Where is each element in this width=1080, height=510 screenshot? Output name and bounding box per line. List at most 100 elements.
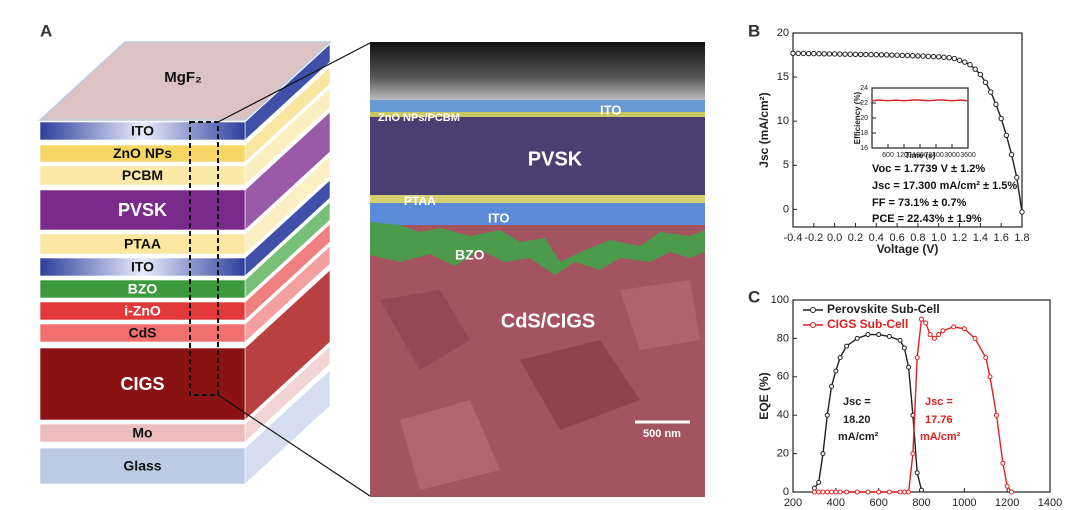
x-tick-label: -0.2	[804, 232, 823, 244]
x-tick-label: 0.6	[889, 232, 904, 244]
data-point	[1014, 174, 1020, 181]
plots: -0.4 -0.2 0.0 0.2 0.4 0.6 0.8 1.0 1.2 1.4 1.6 1.8 0 5…	[757, 27, 1062, 509]
data-point	[941, 54, 947, 60]
data-point	[901, 345, 907, 351]
data-point	[811, 50, 817, 57]
layer-top	[38, 41, 332, 121]
sem-ito-band	[370, 203, 705, 225]
data-point	[847, 51, 853, 57]
sem-grain	[400, 400, 500, 490]
data-point	[931, 335, 937, 341]
x-tick-label: 800	[912, 497, 930, 509]
y-tick-label: 24	[860, 85, 868, 92]
layer-label: PVSK	[118, 200, 167, 220]
data-point	[844, 343, 850, 349]
data-point	[854, 489, 860, 495]
legend-marker	[810, 322, 816, 328]
data-point	[961, 326, 967, 332]
data-point	[1008, 489, 1014, 495]
data-point	[865, 332, 871, 338]
layer-label: ITO	[131, 259, 154, 275]
data-point	[998, 115, 1004, 122]
data-point	[886, 489, 892, 495]
x-tick-label: 400	[827, 497, 845, 509]
data-point	[972, 66, 978, 72]
layer-front	[39, 257, 246, 277]
layer-front	[39, 165, 246, 186]
legend-label: CIGS Sub-Cell	[827, 317, 908, 331]
sem-ito-band	[370, 100, 705, 112]
zoom-line	[217, 42, 371, 123]
x-tick-label: 1200	[995, 497, 1019, 509]
panel-label: C	[748, 287, 760, 306]
data-point	[972, 335, 978, 341]
data-point	[842, 51, 848, 57]
data-point	[837, 51, 843, 57]
x-tick-label: 3000	[944, 152, 960, 159]
layer-label: i-ZnO	[124, 303, 161, 319]
data-point	[865, 489, 871, 495]
y-tick-label: 40	[777, 409, 789, 421]
data-point	[844, 489, 850, 495]
data-point	[886, 333, 892, 339]
data-point	[897, 337, 903, 343]
x-axis-label: Time (s)	[905, 151, 936, 160]
annotation: Jsc =	[925, 396, 953, 408]
sem-labels: ZnO NPs/PCBM ITO PVSK PTAA ITO BZO CdS/CIGS 500…	[378, 102, 681, 439]
data-point	[811, 489, 817, 495]
x-tick-label: 1.4	[973, 232, 988, 244]
layer-front	[39, 447, 246, 485]
data-point	[854, 335, 860, 341]
data-point	[920, 53, 926, 59]
x-tick-label: 1.0	[931, 232, 946, 244]
y-tick-label: 60	[777, 371, 789, 383]
layer-front	[39, 301, 246, 321]
y-tick-label: 20	[777, 27, 789, 39]
y-tick-label: 20	[860, 115, 868, 122]
data-point	[889, 52, 895, 58]
sem-grain	[520, 340, 640, 430]
data-point	[951, 55, 958, 62]
data-point	[790, 50, 796, 56]
data-point	[987, 374, 993, 380]
sem-label: CdS/CIGS	[501, 310, 595, 332]
data-point	[824, 412, 830, 418]
data-point	[1019, 209, 1025, 215]
data-point	[899, 52, 905, 59]
data-point	[983, 355, 989, 361]
annotation: Jsc = 17.300 mA/cm² ± 1.5%	[872, 180, 1017, 192]
data-point	[914, 470, 920, 476]
annotation: mA/cm²	[920, 431, 961, 443]
y-tick-label: 0	[783, 203, 789, 215]
panel-label: B	[748, 21, 760, 40]
plot-frame	[871, 87, 969, 149]
x-tick-label: 0.8	[910, 232, 925, 244]
layer-label: Glass	[123, 458, 161, 474]
data-point	[833, 489, 839, 495]
data-point	[833, 368, 839, 374]
y-tick-label: 22	[860, 100, 868, 107]
sem-label: ITO	[600, 102, 621, 117]
sem-zno-band	[370, 112, 705, 117]
data-point	[800, 50, 807, 57]
y-axis-label: Efficiency (%)	[853, 91, 862, 144]
series-line	[813, 333, 923, 491]
data-point	[982, 79, 989, 86]
annotation: mA/cm²	[838, 431, 879, 443]
data-point	[857, 51, 864, 58]
data-point	[915, 53, 921, 59]
annotation: 18.20	[843, 414, 871, 426]
data-point	[993, 101, 999, 108]
y-tick-label: 16	[860, 145, 868, 152]
x-tick-label: 1.2	[952, 232, 967, 244]
layer-label: Mo	[132, 425, 152, 441]
data-point	[868, 51, 874, 58]
data-point	[863, 51, 869, 58]
data-point	[876, 489, 882, 495]
data-point	[940, 328, 946, 334]
data-point	[1003, 132, 1010, 138]
x-tick-label: 0.4	[869, 232, 884, 244]
annotation: Voc = 1.7739 V ± 1.2%	[872, 163, 985, 175]
data-point	[878, 52, 885, 58]
data-point	[936, 332, 942, 338]
